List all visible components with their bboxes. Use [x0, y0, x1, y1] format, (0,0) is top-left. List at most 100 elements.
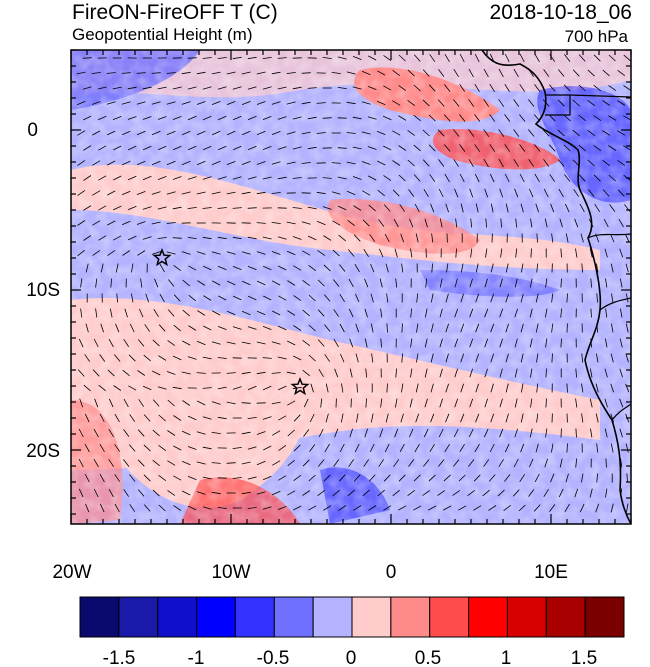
wind-barb	[152, 339, 160, 347]
wind-barb	[181, 191, 191, 195]
colorbar-box-12	[506, 596, 547, 638]
wind-barb	[121, 190, 131, 196]
wind-barb	[99, 443, 105, 453]
wind-barb	[217, 357, 227, 359]
wind-barb	[187, 356, 197, 360]
wind-barb	[217, 176, 227, 180]
wind-barb	[166, 222, 176, 224]
wind-barb	[368, 204, 376, 212]
wind-barb	[519, 473, 526, 483]
wind-barb	[445, 323, 449, 333]
wind-barb	[323, 235, 332, 241]
wind-barb	[166, 371, 176, 375]
wind-barb	[454, 368, 458, 378]
wind-barb	[398, 85, 407, 91]
wind-barb	[428, 114, 436, 122]
wind-barb	[559, 458, 563, 468]
wind-barb	[92, 220, 101, 226]
wind-barb	[610, 443, 614, 453]
wind-barb	[317, 489, 326, 497]
wind-barb	[123, 459, 130, 467]
wind-barb	[416, 353, 419, 363]
wind-barb	[536, 233, 538, 243]
wind-barb	[443, 114, 451, 122]
wind-barb	[211, 432, 221, 434]
wind-barb	[608, 85, 617, 91]
wind-barb	[142, 145, 152, 151]
wind-barb	[587, 69, 595, 77]
wind-barb	[593, 54, 601, 62]
wind-barb	[410, 368, 413, 378]
wind-barb	[232, 145, 242, 151]
wind-barb	[474, 443, 480, 453]
wind-barb	[453, 129, 460, 137]
wind-barb	[348, 459, 355, 467]
wind-barb	[262, 265, 272, 271]
wind-barb	[166, 251, 176, 255]
wind-barb	[625, 353, 629, 363]
wind-barb	[564, 54, 571, 62]
wind-barb	[136, 130, 146, 136]
wind-barb	[152, 459, 160, 467]
wind-barb	[121, 160, 131, 166]
wind-barb	[353, 234, 361, 242]
wind-barb	[339, 443, 345, 453]
wind-barb	[353, 474, 361, 482]
wind-barb	[458, 474, 466, 482]
wind-barb	[308, 354, 316, 362]
wind-barb	[527, 129, 535, 137]
wind-barb	[77, 130, 86, 136]
wind-barb	[551, 293, 554, 303]
wind-barb	[159, 293, 165, 303]
wind-barb	[78, 458, 84, 468]
wind-barb	[468, 129, 475, 137]
wind-barb	[152, 429, 160, 437]
lat-tick-20s: 20S	[26, 441, 60, 462]
wind-barb	[392, 160, 401, 166]
wind-barb	[533, 504, 541, 512]
wind-barb	[514, 278, 518, 288]
wind-barb	[172, 145, 182, 151]
wind-barb	[98, 384, 106, 392]
wind-barb	[578, 84, 586, 92]
wind-barb	[413, 114, 421, 122]
wind-barb	[339, 323, 345, 333]
wind-barb	[445, 383, 449, 393]
wind-barb	[560, 338, 562, 348]
wind-barb	[277, 116, 287, 120]
wind-barb	[369, 443, 375, 453]
wind-barb	[352, 146, 362, 150]
wind-barb	[469, 308, 474, 318]
wind-barb	[293, 444, 301, 452]
colorbar-box-6	[273, 596, 314, 638]
wind-barb	[460, 293, 464, 303]
wind-barb	[323, 474, 331, 482]
wind-barb	[108, 458, 115, 468]
wind-barb	[623, 85, 631, 91]
wind-barb	[515, 218, 518, 228]
wind-barb	[459, 173, 465, 183]
wind-barb	[196, 101, 206, 105]
wind-barb	[514, 308, 518, 318]
wind-barb	[467, 489, 476, 497]
wind-barb	[602, 69, 610, 77]
wind-barb	[602, 100, 611, 106]
colorbar-box-13	[545, 596, 586, 638]
wind-barb	[196, 491, 206, 495]
wind-barb	[247, 326, 257, 330]
wind-barb	[256, 341, 266, 345]
wind-barb	[470, 218, 473, 228]
wind-barb	[181, 460, 191, 466]
wind-barb	[430, 383, 434, 393]
wind-barb	[355, 293, 360, 303]
wind-barb	[187, 115, 197, 121]
wind-barb	[484, 308, 489, 318]
wind-barb	[241, 341, 251, 345]
wind-barb	[277, 356, 287, 360]
wind-barb	[398, 505, 407, 511]
wind-barb	[610, 383, 614, 393]
wind-barb	[99, 473, 105, 483]
wind-barb	[504, 83, 510, 93]
wind-barb	[307, 146, 317, 150]
wind-barb	[85, 323, 89, 333]
